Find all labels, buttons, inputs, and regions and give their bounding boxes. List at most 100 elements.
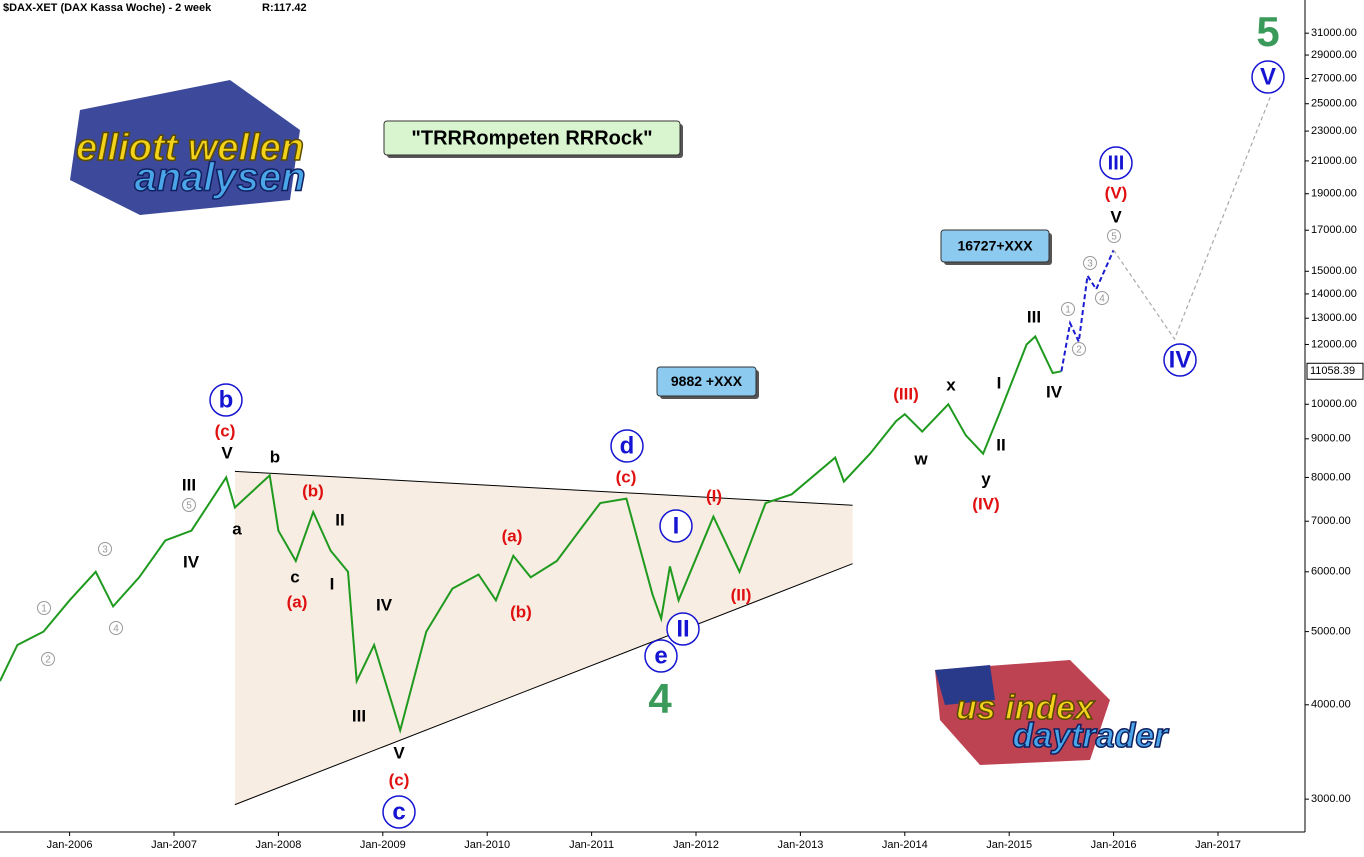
y-tick-label: 17000.00 <box>1311 224 1357 236</box>
wave-circle <box>1251 60 1285 94</box>
wave-label: (II) <box>731 585 752 604</box>
wave-label: (a) <box>502 526 523 545</box>
wave-label: e <box>654 642 667 669</box>
wave-circle <box>610 429 644 463</box>
logo-text: analysen <box>134 156 305 200</box>
y-tick-label: 21000.00 <box>1311 155 1357 167</box>
wave-label: II <box>676 615 689 642</box>
logo-text: elliott wellen <box>76 127 304 169</box>
wave-label: 1 <box>41 604 47 615</box>
y-tick-label: 12000.00 <box>1311 338 1357 350</box>
y-tick-label: 7000.00 <box>1311 515 1351 527</box>
y-tick-label: 19000.00 <box>1311 188 1357 200</box>
wave-label: (V) <box>1105 183 1128 202</box>
wave-label: 2 <box>1076 345 1082 356</box>
y-tick-label: 14000.00 <box>1311 288 1357 300</box>
wave-circle <box>644 639 678 673</box>
y-tick-label: 10000.00 <box>1311 398 1357 410</box>
wave-circle <box>1107 229 1121 243</box>
y-tick-label: 25000.00 <box>1311 98 1357 110</box>
x-tick-label: Jan-2007 <box>151 839 197 851</box>
projection-line <box>1113 96 1271 341</box>
wave-label: b <box>270 447 280 466</box>
wave-label: III <box>1027 307 1041 326</box>
x-tick-label: Jan-2012 <box>673 839 719 851</box>
logo-right: us index daytrader <box>935 660 1170 765</box>
x-tick-label: Jan-2011 <box>569 839 614 851</box>
wave-label: III <box>1108 152 1125 174</box>
wave-label: I <box>997 373 1002 392</box>
wave-label: IV <box>1169 346 1192 373</box>
wave-label: I <box>673 512 680 539</box>
wave-label: (a) <box>287 592 308 611</box>
wave-circle <box>209 383 243 417</box>
wave-circle <box>659 509 693 543</box>
y-tick-label: 9000.00 <box>1311 433 1351 445</box>
x-tick-label: Jan-2017 <box>1195 839 1241 851</box>
x-tick-label: Jan-2016 <box>1091 839 1137 851</box>
price-line <box>0 334 1062 735</box>
wave-label: (IV) <box>972 494 999 513</box>
note-box <box>383 120 681 156</box>
wave-circle <box>41 652 55 666</box>
chart-info: R:117.42 <box>262 2 307 14</box>
y-tick-label: 15000.00 <box>1311 265 1357 277</box>
wave-label: IV <box>376 595 393 614</box>
wave-label: 5 <box>1256 8 1279 55</box>
y-tick-label: 27000.00 <box>1311 72 1357 84</box>
wave-circle <box>1083 256 1097 270</box>
wave-circle <box>37 601 51 615</box>
logo-flag <box>935 665 995 705</box>
wave-circle <box>98 542 112 556</box>
wave-circle <box>1072 342 1086 356</box>
wave-label: V <box>1110 207 1122 226</box>
x-tick-label: Jan-2015 <box>986 839 1032 851</box>
wave-label: (c) <box>389 770 410 789</box>
y-tick-label: 3000.00 <box>1311 793 1351 805</box>
wave-label: (c) <box>215 421 236 440</box>
wave-label: V <box>221 443 233 462</box>
logo-text: us index <box>956 689 1096 727</box>
wave-label: 3 <box>102 545 108 556</box>
y-tick-label: 4000.00 <box>1311 699 1351 711</box>
wave-circle <box>1099 146 1133 180</box>
wave-label: x <box>946 375 956 394</box>
x-tick-label: Jan-2010 <box>464 839 510 851</box>
wave-label: III <box>182 475 196 494</box>
x-tick-label: Jan-2013 <box>777 839 823 851</box>
logo-text: daytrader <box>1013 717 1170 755</box>
wave-label: w <box>913 449 928 468</box>
wave-label: y <box>981 469 991 488</box>
wave-circle <box>182 498 196 512</box>
y-tick-label: 5000.00 <box>1311 626 1351 638</box>
wave-label: IV <box>1046 382 1063 401</box>
x-tick-label: Jan-2006 <box>47 839 93 851</box>
note-text: "TRRRompeten RRRock" <box>411 127 652 149</box>
y-tick-label: 6000.00 <box>1311 566 1351 578</box>
price-tag-label: 11058.39 <box>1310 365 1355 377</box>
wave-label: II <box>335 510 344 529</box>
wave-label: 4 <box>648 675 672 722</box>
note-text: 16727+XXX <box>957 238 1033 254</box>
wave-label: 4 <box>1099 294 1105 305</box>
wave-label: II <box>996 435 1005 454</box>
wave-label: 5 <box>186 501 192 512</box>
wave-circle <box>382 795 416 829</box>
wave-label: 5 <box>1111 232 1117 243</box>
wave-label: I <box>330 574 335 593</box>
wave-label: b <box>219 386 234 413</box>
wave-label: (III) <box>893 384 919 403</box>
wave-label: 4 <box>113 624 119 635</box>
chart-title: $DAX-XET (DAX Kassa Woche) - 2 week <box>3 2 212 14</box>
wave-label: d <box>620 432 635 459</box>
x-tick-label: Jan-2008 <box>255 839 301 851</box>
note-text: 9882 +XXX <box>671 373 743 389</box>
wave-label: (b) <box>302 481 324 500</box>
y-tick-label: 23000.00 <box>1311 125 1357 137</box>
wave-circle <box>1095 291 1109 305</box>
trendline <box>234 563 853 806</box>
wave-circle <box>1061 302 1075 316</box>
wave-label: a <box>232 519 242 538</box>
wave-label: c <box>290 567 299 586</box>
